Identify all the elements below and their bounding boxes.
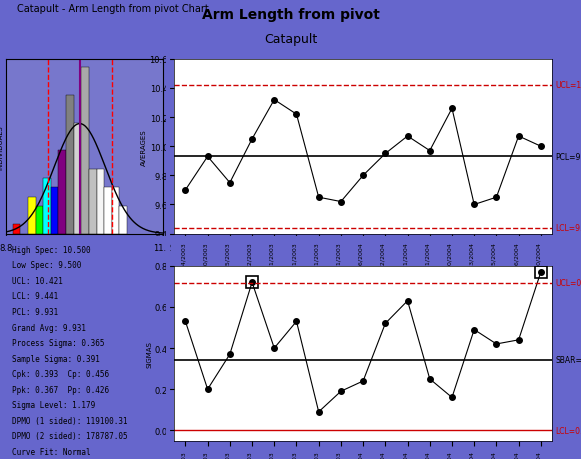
Bar	[89, 169, 96, 234]
Bar	[43, 179, 51, 234]
Text: High Spec: 10.500: High Spec: 10.500	[12, 245, 91, 254]
Text: Ppk: 0.367  Pp: 0.426: Ppk: 0.367 Pp: 0.426	[12, 385, 109, 394]
Text: LCL=0.000: LCL=0.000	[555, 426, 581, 435]
Bar	[51, 188, 59, 234]
Bar	[104, 188, 112, 234]
Text: Grand Avg: 9.931: Grand Avg: 9.931	[12, 323, 86, 332]
Text: Sample Sigma: 0.391: Sample Sigma: 0.391	[12, 354, 100, 363]
Text: Curve Fit: Normal: Curve Fit: Normal	[12, 447, 91, 456]
Bar	[120, 207, 127, 234]
Text: SBAR=0.343: SBAR=0.343	[555, 356, 581, 364]
Text: LCL=9.441: LCL=9.441	[555, 224, 581, 233]
Text: LCL: 9.441: LCL: 9.441	[12, 292, 58, 301]
Bar	[59, 151, 66, 234]
Text: PCL: 9.931: PCL: 9.931	[12, 307, 58, 316]
Y-axis label: AVERAGES: AVERAGES	[141, 129, 147, 165]
Text: Low Spec: 9.500: Low Spec: 9.500	[12, 261, 81, 270]
Text: DPMO (2 sided): 178787.05: DPMO (2 sided): 178787.05	[12, 431, 128, 441]
Text: Arm Length from pivot: Arm Length from pivot	[202, 8, 379, 22]
Text: DPMO (1 sided): 119100.31: DPMO (1 sided): 119100.31	[12, 416, 128, 425]
Text: Process Sigma: 0.365: Process Sigma: 0.365	[12, 338, 105, 347]
Bar	[81, 68, 89, 234]
Text: Catapult - Arm Length from pivot Chart: Catapult - Arm Length from pivot Chart	[17, 4, 209, 14]
Y-axis label: INDIVIDUALS: INDIVIDUALS	[0, 124, 3, 169]
Bar	[112, 188, 120, 234]
Text: Catapult: Catapult	[264, 33, 317, 46]
Bar	[66, 95, 74, 234]
Text: UCL=10.421: UCL=10.421	[555, 81, 581, 90]
Text: Cpk: 0.393  Cp: 0.456: Cpk: 0.393 Cp: 0.456	[12, 369, 109, 378]
Bar	[74, 123, 81, 234]
Bar	[13, 225, 20, 234]
Bar	[96, 169, 104, 234]
Text: Sigma Level: 1.179: Sigma Level: 1.179	[12, 400, 95, 409]
Text: PCL=9.931: PCL=9.931	[555, 152, 581, 162]
Y-axis label: SIGMAS: SIGMAS	[146, 340, 152, 367]
Bar	[28, 197, 35, 234]
Text: UCL=0.717: UCL=0.717	[555, 279, 581, 288]
Bar	[35, 207, 43, 234]
Text: UCL: 10.421: UCL: 10.421	[12, 276, 63, 285]
